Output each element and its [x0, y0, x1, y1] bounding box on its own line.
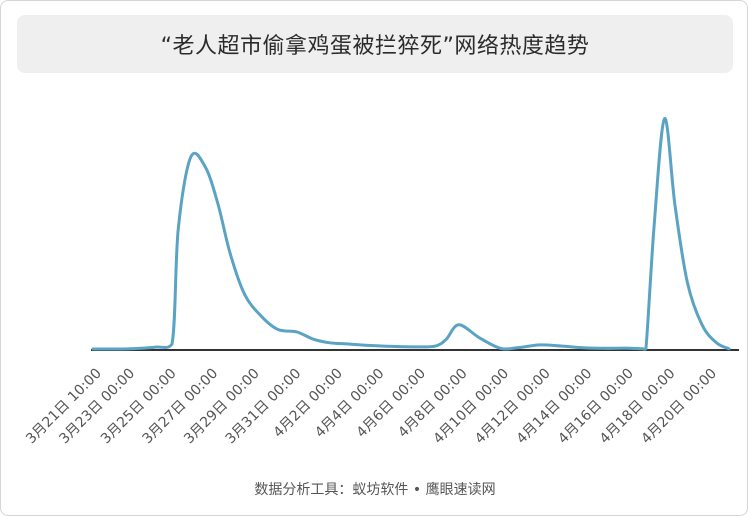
x-tick-label: 4月12日 00:00: [472, 366, 554, 448]
x-tick-label: 4月20日 00:00: [638, 366, 720, 448]
x-tick-label: 4月16日 00:00: [555, 366, 637, 448]
x-tick-label: 4月10日 00:00: [431, 366, 513, 448]
x-tick-label: 3月29日 00:00: [181, 366, 263, 448]
chart-title: “老人超市偷拿鸡蛋被拦猝死”网络热度趋势: [160, 34, 590, 59]
x-tick-label: 3月31日 00:00: [223, 366, 305, 448]
x-tick-label: 3月27日 00:00: [140, 366, 222, 448]
series-line-0: [91, 117, 731, 351]
title-bar: “老人超市偷拿鸡蛋被拦猝死”网络热度趋势: [17, 15, 733, 73]
footer-credit: 数据分析工具：蚁坊软件 • 鹰眼速读网: [254, 482, 496, 498]
x-tick-label: 4月14日 00:00: [514, 366, 596, 448]
x-tick-label: 3月25日 00:00: [98, 366, 180, 448]
x-tick-label: 4月18日 00:00: [597, 366, 679, 448]
